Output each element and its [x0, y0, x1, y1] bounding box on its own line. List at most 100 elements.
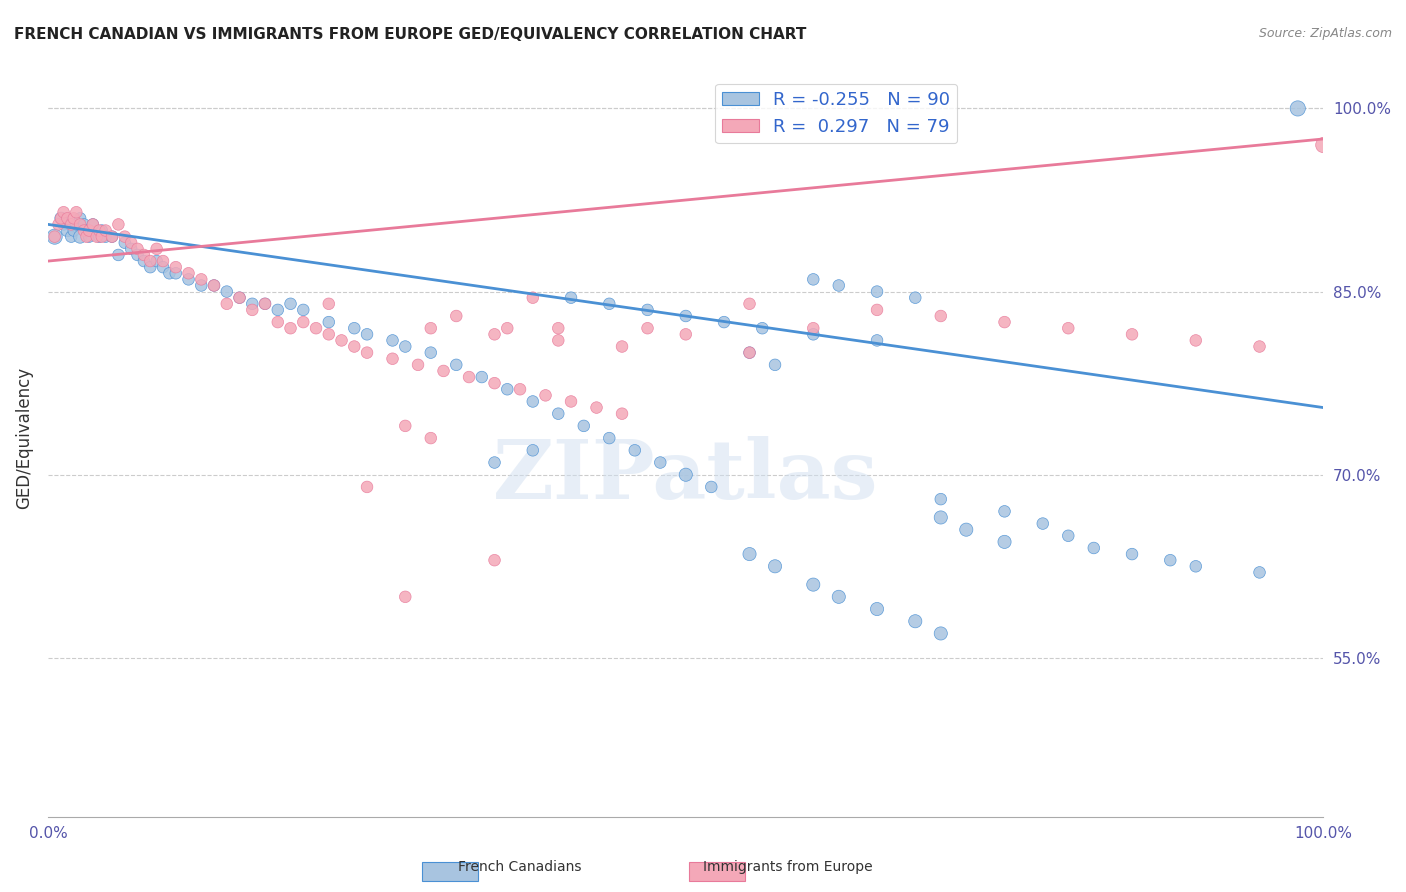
Point — [929, 309, 952, 323]
Point — [101, 229, 124, 244]
Point — [1057, 321, 1080, 335]
Point — [547, 334, 569, 348]
Point — [1083, 541, 1105, 555]
Point — [1121, 327, 1143, 342]
Point — [52, 205, 75, 219]
Point — [330, 334, 353, 348]
Point — [65, 205, 87, 219]
Point — [73, 218, 96, 232]
Point — [89, 229, 111, 244]
Point — [394, 590, 416, 604]
Point — [675, 327, 697, 342]
Point — [801, 321, 824, 335]
Legend: R = -0.255   N = 90, R =  0.297   N = 79: R = -0.255 N = 90, R = 0.297 N = 79 — [716, 84, 957, 144]
Point — [929, 626, 952, 640]
Point — [215, 297, 238, 311]
Point — [471, 370, 494, 384]
Point — [381, 351, 404, 366]
Point — [253, 297, 276, 311]
Point — [190, 272, 212, 286]
Point — [165, 266, 187, 280]
Point — [1249, 339, 1271, 353]
Point — [77, 223, 100, 237]
Point — [139, 260, 162, 275]
Point — [62, 223, 84, 237]
Point — [152, 260, 174, 275]
Text: Immigrants from Europe: Immigrants from Europe — [703, 860, 872, 874]
Point — [177, 272, 200, 286]
Point — [560, 394, 582, 409]
Point — [866, 602, 889, 616]
Point — [828, 278, 851, 293]
Point — [94, 229, 117, 244]
Point — [929, 510, 952, 524]
Point — [675, 467, 697, 482]
Point — [240, 302, 263, 317]
Point — [292, 302, 315, 317]
Point — [1286, 102, 1309, 116]
Point — [356, 327, 378, 342]
Point — [1249, 566, 1271, 580]
Point — [993, 534, 1015, 549]
Point — [496, 321, 519, 335]
Point — [267, 315, 290, 329]
Point — [610, 407, 633, 421]
Point — [1312, 138, 1334, 153]
Point — [419, 321, 441, 335]
Point — [114, 235, 136, 250]
Point — [305, 321, 328, 335]
Point — [1159, 553, 1181, 567]
Point — [406, 358, 429, 372]
Point — [866, 334, 889, 348]
Point — [157, 266, 180, 280]
Point — [69, 211, 91, 226]
Point — [120, 235, 142, 250]
Point — [76, 223, 98, 237]
Point — [866, 285, 889, 299]
Point — [107, 248, 129, 262]
Point — [419, 345, 441, 359]
Point — [419, 431, 441, 445]
Point — [929, 492, 952, 507]
Point — [127, 248, 149, 262]
Point — [69, 218, 91, 232]
Point — [751, 321, 773, 335]
Point — [49, 211, 72, 226]
Point — [432, 364, 454, 378]
Text: Source: ZipAtlas.com: Source: ZipAtlas.com — [1258, 27, 1392, 40]
Point — [446, 309, 468, 323]
Point — [292, 315, 315, 329]
Point — [572, 418, 595, 433]
Point — [623, 443, 645, 458]
Point — [738, 345, 761, 359]
Point — [738, 345, 761, 359]
Point — [177, 266, 200, 280]
Point — [904, 614, 927, 628]
Text: FRENCH CANADIAN VS IMMIGRANTS FROM EUROPE GED/EQUIVALENCY CORRELATION CHART: FRENCH CANADIAN VS IMMIGRANTS FROM EUROP… — [14, 27, 807, 42]
Point — [801, 327, 824, 342]
Point — [145, 242, 167, 256]
Point — [713, 315, 735, 329]
Point — [343, 321, 366, 335]
Point — [993, 315, 1015, 329]
Point — [62, 211, 84, 226]
Point — [86, 229, 108, 244]
Point — [509, 382, 531, 396]
Point — [52, 218, 75, 232]
Point — [522, 394, 544, 409]
Point — [394, 418, 416, 433]
Point — [394, 339, 416, 353]
Point — [228, 291, 250, 305]
Point — [202, 278, 225, 293]
Point — [101, 229, 124, 244]
Point — [48, 218, 70, 232]
Point — [139, 254, 162, 268]
Point — [202, 278, 225, 293]
Point — [132, 254, 155, 268]
Point — [127, 242, 149, 256]
Point — [165, 260, 187, 275]
Point — [56, 211, 79, 226]
Point — [120, 242, 142, 256]
Point — [69, 229, 91, 244]
Text: French Canadians: French Canadians — [458, 860, 582, 874]
